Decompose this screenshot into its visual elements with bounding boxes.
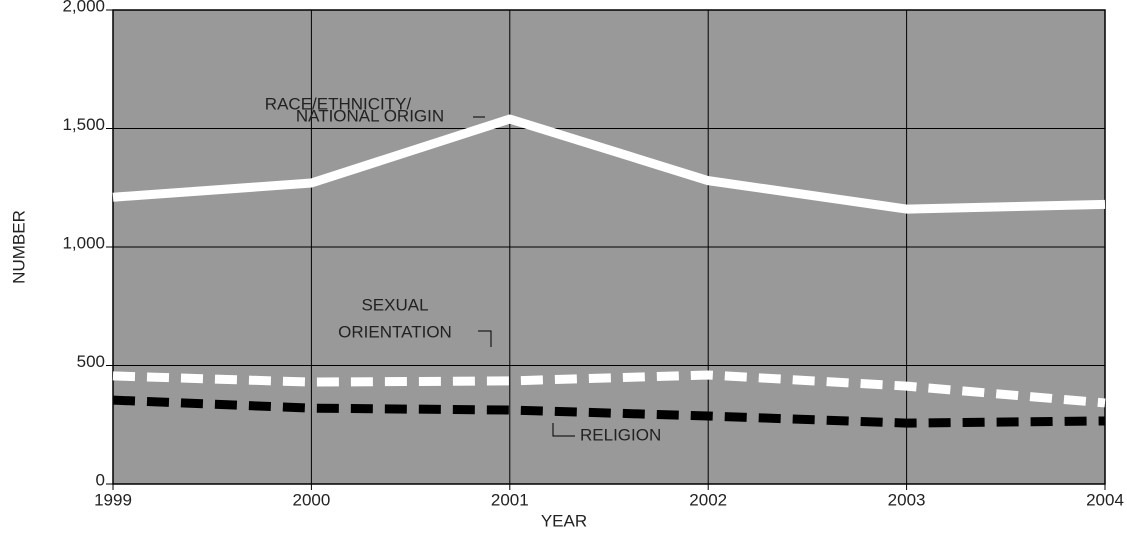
x-tick-label: 2000 [292, 490, 330, 509]
label-leader [552, 423, 575, 437]
y-tick-label: 1,000 [62, 233, 105, 252]
x-tick-label: 2001 [491, 490, 529, 509]
series-label: NATIONAL ORIGIN [296, 106, 444, 125]
y-axis-label: NUMBER [9, 210, 28, 284]
y-tick-label: 1,500 [62, 115, 105, 134]
series-label: RACE/ETHNICITY/ [265, 94, 412, 113]
x-axis-label: YEAR [541, 511, 587, 530]
x-tick-label: 1999 [94, 490, 132, 509]
y-tick-label: 500 [77, 352, 105, 371]
plot-border [112, 9, 1106, 485]
series-label: RELIGION [580, 425, 661, 444]
series-label: SEXUAL [361, 295, 428, 314]
series-line [112, 370, 1106, 408]
x-tick-label: 2002 [689, 490, 727, 509]
x-tick-label: 2003 [888, 490, 926, 509]
label-leader [478, 330, 492, 347]
series-line [112, 395, 1106, 428]
y-tick-label: 2,000 [62, 0, 105, 15]
y-tick-label: 0 [96, 470, 105, 489]
series-line [112, 114, 1106, 214]
series-label: ORIENTATION [338, 322, 452, 341]
x-tick-label: 2004 [1086, 490, 1124, 509]
